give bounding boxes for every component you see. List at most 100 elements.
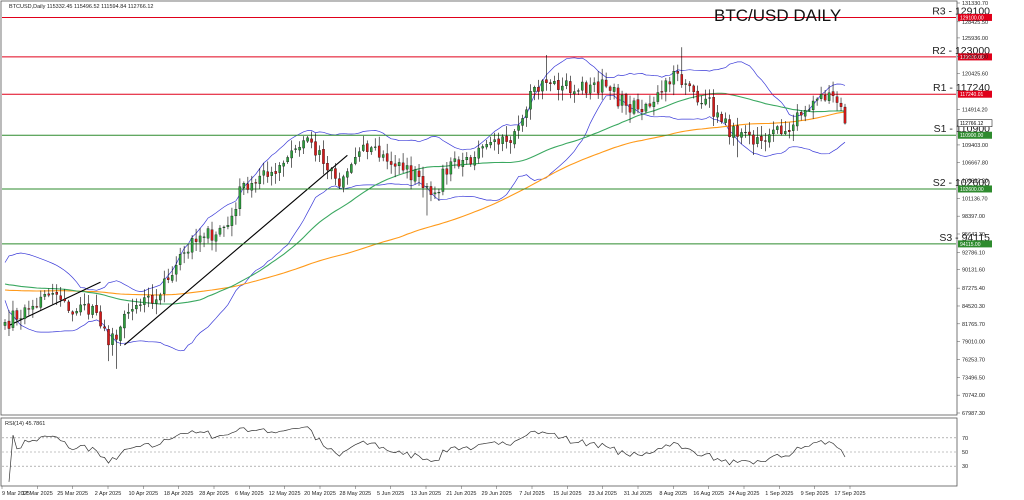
candle-body bbox=[174, 265, 178, 275]
candle-body bbox=[728, 119, 731, 138]
candle-body bbox=[561, 85, 564, 91]
candle-body bbox=[772, 129, 775, 135]
rsi-line bbox=[8, 426, 846, 482]
candle-body bbox=[83, 304, 86, 306]
price-tick-label: 70742.00 bbox=[962, 393, 985, 399]
candle-body bbox=[708, 97, 711, 99]
candle-body bbox=[648, 103, 652, 107]
candle-body bbox=[429, 186, 433, 195]
candle-body bbox=[656, 92, 660, 102]
date-tick-label: 20 May 2025 bbox=[304, 491, 336, 497]
level-tag-r1: 117240.01 bbox=[960, 92, 983, 98]
candle-body bbox=[318, 150, 321, 155]
candle-body bbox=[362, 144, 365, 151]
price-tick-label: 87275.40 bbox=[962, 286, 985, 292]
candle-body bbox=[481, 146, 484, 149]
candle-body bbox=[700, 103, 703, 105]
candle-body bbox=[230, 215, 234, 226]
level-tag-r3: 129100.00 bbox=[960, 15, 984, 21]
candle-body bbox=[433, 192, 437, 195]
level-tag-bg-r3 bbox=[958, 13, 992, 21]
candle-body bbox=[760, 136, 763, 141]
candle-body bbox=[521, 118, 524, 126]
candle-body bbox=[513, 131, 516, 145]
candle-body bbox=[27, 308, 31, 310]
candle-body bbox=[541, 80, 544, 92]
price-tick-label: 92786.10 bbox=[962, 250, 985, 256]
price-tick-label: 106667.80 bbox=[962, 161, 988, 167]
price-tick-label: 95642.30 bbox=[962, 232, 985, 238]
candle-body bbox=[636, 99, 640, 110]
candle-body bbox=[453, 158, 457, 162]
candle-body bbox=[533, 87, 536, 92]
candle-body bbox=[827, 92, 831, 101]
candle-body bbox=[811, 100, 815, 111]
candle-body bbox=[290, 150, 293, 159]
date-tick-label: 31 Jul 2025 bbox=[624, 491, 652, 497]
candles-layer bbox=[3, 47, 847, 369]
candle-body bbox=[684, 83, 688, 85]
candle-body bbox=[322, 149, 325, 164]
date-tick-label: 21 Jun 2025 bbox=[446, 491, 476, 497]
candle-body bbox=[549, 82, 552, 84]
date-tick-label: 29 Jun 2025 bbox=[482, 491, 512, 497]
candle-body bbox=[736, 125, 739, 137]
price-tick-label: 79010.00 bbox=[962, 340, 985, 346]
candle-body bbox=[310, 138, 313, 143]
date-tick-label: 1 Sep 2025 bbox=[765, 491, 793, 497]
date-tick-label: 24 Aug 2025 bbox=[729, 491, 760, 497]
level-tag-bg-s1 bbox=[958, 131, 992, 139]
candle-body bbox=[39, 296, 43, 308]
candle-body bbox=[461, 160, 465, 167]
date-tick-label: 6 May 2025 bbox=[235, 491, 264, 497]
date-tick-label: 2 Apr 2025 bbox=[95, 491, 122, 497]
candle-body bbox=[242, 182, 246, 188]
price-tick-label: 98397.00 bbox=[962, 214, 985, 220]
date-tick-label: 17 Sep 2025 bbox=[834, 491, 865, 497]
candle-body bbox=[202, 236, 206, 238]
rsi-tick-label: 30 bbox=[962, 464, 968, 470]
candle-body bbox=[692, 85, 695, 93]
current-price-tag-bg bbox=[957, 119, 993, 127]
candle-body bbox=[370, 147, 373, 153]
price-tick-label: 84520.30 bbox=[962, 304, 985, 310]
candle-body bbox=[652, 101, 656, 107]
candle-body bbox=[131, 309, 134, 312]
candle-body bbox=[577, 90, 580, 92]
candle-body bbox=[278, 165, 281, 173]
candle-body bbox=[441, 168, 445, 192]
candle-body bbox=[389, 161, 393, 165]
candle-body bbox=[342, 176, 345, 188]
main-panel-frame bbox=[0, 0, 958, 416]
candle-body bbox=[473, 157, 477, 166]
candle-body bbox=[286, 157, 289, 163]
candle-body bbox=[437, 192, 441, 194]
candle-body bbox=[600, 79, 604, 93]
candle-body bbox=[704, 98, 707, 105]
candle-body bbox=[99, 311, 102, 327]
candle-body bbox=[401, 162, 405, 171]
candle-body bbox=[445, 168, 449, 175]
candle-body bbox=[831, 91, 835, 96]
candle-body bbox=[350, 164, 353, 173]
candle-body bbox=[819, 94, 823, 99]
candle-body bbox=[529, 91, 532, 110]
candle-body bbox=[63, 298, 66, 302]
candle-body bbox=[103, 326, 106, 329]
candle-body bbox=[234, 209, 238, 217]
candle-body bbox=[584, 82, 588, 94]
bollinger-bands-layer bbox=[4, 57, 846, 352]
level-tag-bg-r1 bbox=[958, 90, 992, 98]
date-tick-label: 28 Apr 2025 bbox=[199, 491, 229, 497]
candle-body bbox=[35, 306, 39, 308]
date-tick-label: 17 Mar 2025 bbox=[22, 491, 53, 497]
candle-body bbox=[485, 144, 488, 148]
candle-body bbox=[497, 138, 500, 145]
candle-body bbox=[23, 307, 27, 319]
candle-body bbox=[644, 103, 648, 112]
candle-body bbox=[489, 141, 492, 146]
candle-body bbox=[457, 159, 461, 167]
bollinger-lower-line bbox=[4, 95, 846, 352]
candle-body bbox=[19, 318, 23, 320]
